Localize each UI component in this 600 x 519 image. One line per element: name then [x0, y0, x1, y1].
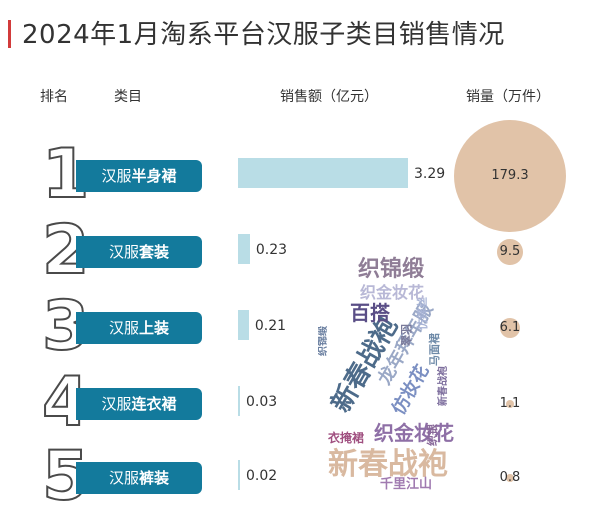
- category-pill-1: 汉服半身裙: [76, 160, 202, 192]
- category-prefix: 汉服: [108, 243, 139, 261]
- category-pill-5: 汉服裤装: [76, 462, 202, 494]
- header-sales-volume: 销量（万件）: [466, 89, 550, 105]
- sales-volume-label-5: 0.8: [499, 470, 521, 485]
- word-cloud-term: 新春战袍: [436, 366, 449, 406]
- sales-amount-label-2: 0.23: [255, 242, 288, 258]
- category-prefix: 汉服: [108, 319, 139, 337]
- sales-volume-label-2: 9.5: [499, 244, 521, 259]
- header-sales-amount: 销售额（亿元）: [280, 89, 378, 105]
- sales-amount-bar-2: [238, 234, 250, 264]
- sales-volume-label-1: 179.3: [491, 168, 529, 183]
- word-cloud-term: 百搭: [350, 301, 391, 325]
- header-category: 类目: [114, 89, 142, 105]
- sales-amount-label-4: 0.03: [246, 394, 278, 410]
- word-cloud-term: 千里江山: [380, 476, 432, 492]
- sales-volume-label-4: 1.1: [499, 396, 521, 411]
- word-cloud-term: 织银: [425, 423, 439, 446]
- category-name: 裤装: [139, 469, 170, 487]
- word-cloud-term: 衣掩裙: [328, 430, 364, 445]
- sales-amount-bar-4: [238, 386, 240, 416]
- sales-volume-bubble-2: [497, 239, 523, 265]
- sales-amount-bar-1: [238, 158, 408, 188]
- sales-amount-label-1: 3.29: [414, 166, 446, 182]
- category-name: 连衣裙: [131, 395, 177, 413]
- category-prefix: 汉服: [108, 469, 139, 487]
- word-cloud-term: 织锦缎: [358, 256, 425, 282]
- sales-amount-bar-3: [238, 310, 249, 340]
- sales-volume-bubble-5: [506, 474, 514, 482]
- category-pill-3: 汉服上装: [76, 312, 202, 344]
- category-prefix: 汉服: [101, 395, 132, 413]
- word-cloud-term: 马面裙: [427, 333, 441, 366]
- word-cloud-term: 织金妆花: [374, 421, 454, 445]
- category-name: 上装: [139, 319, 170, 337]
- category-prefix: 汉服: [101, 167, 132, 185]
- sales-volume-bubble-1: [454, 120, 566, 232]
- category-name: 半身裙: [131, 167, 177, 185]
- word-cloud-term: 新春战袍: [328, 447, 448, 482]
- category-name: 套装: [139, 243, 170, 261]
- sales-amount-label-5: 0.02: [246, 468, 278, 484]
- sales-amount-label-3: 0.21: [254, 318, 287, 334]
- word-cloud-term: 翠羽: [400, 324, 413, 346]
- title-accent-bar: [8, 20, 11, 48]
- word-cloud-term: 织锦缎: [318, 325, 329, 356]
- sales-amount-bar-5: [238, 460, 240, 490]
- category-pill-4: 汉服连衣裙: [76, 388, 202, 420]
- sales-volume-label-3: 6.1: [499, 320, 521, 335]
- sales-volume-bubble-3: [499, 317, 521, 339]
- word-cloud-term: 织金妆花: [360, 283, 424, 302]
- keyword-word-cloud: 新春战袍新春战袍龙年拜年服织锦缎织金妆花织金妆花仿妆花百搭千里江山衣掩裙翠羽仿缂…: [318, 256, 454, 492]
- header-rank: 排名: [40, 89, 68, 105]
- word-cloud-term: 仿缂丝: [415, 297, 429, 330]
- category-pill-2: 汉服套装: [76, 236, 202, 268]
- sales-volume-bubble-4: [505, 399, 515, 409]
- page-title: 2024年1月淘系平台汉服子类目销售情况: [22, 20, 505, 50]
